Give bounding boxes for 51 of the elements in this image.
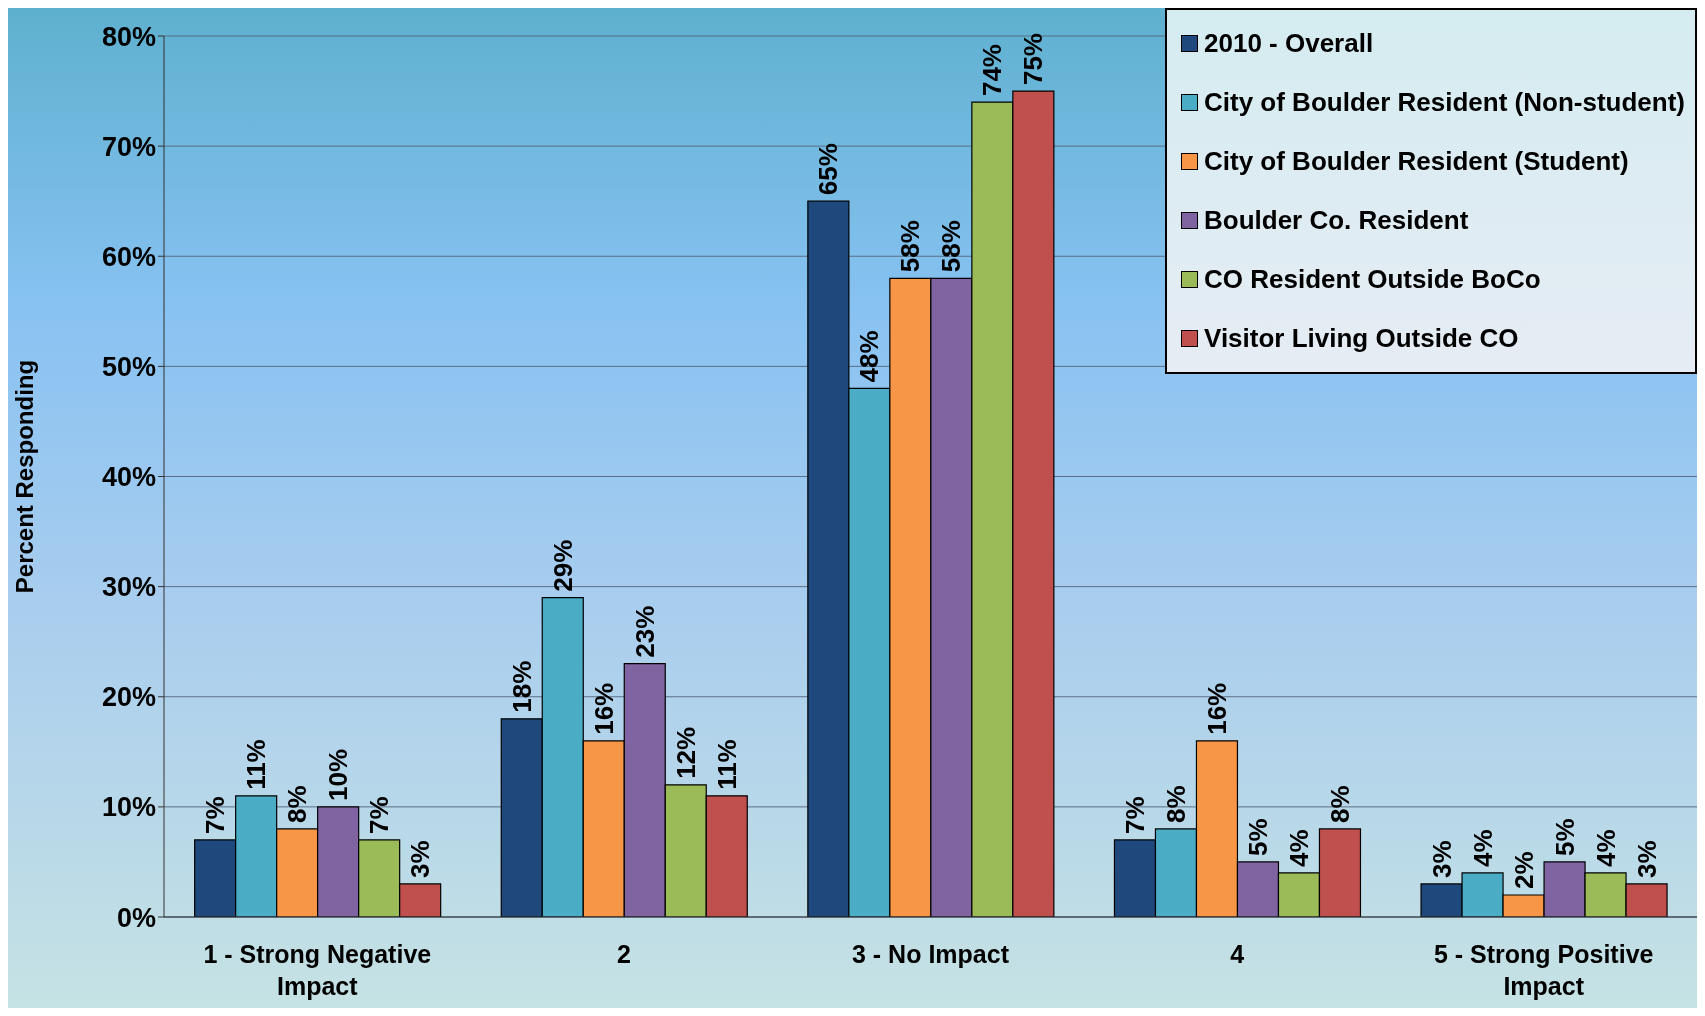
data-label: 8% xyxy=(1160,785,1191,823)
data-label: 12% xyxy=(670,726,701,779)
y-tick-label: 40% xyxy=(101,462,156,493)
data-label: 16% xyxy=(588,682,619,735)
data-label: 7% xyxy=(364,796,395,834)
data-label: 58% xyxy=(895,220,926,273)
x-tick-label: 4 xyxy=(1230,940,1245,968)
data-label: 8% xyxy=(282,785,313,823)
legend-label: City of Boulder Resident (Student) xyxy=(1204,146,1629,177)
data-label: 58% xyxy=(936,220,967,273)
legend-label: City of Boulder Resident (Non-student) xyxy=(1204,87,1685,118)
y-tick-label: 0% xyxy=(116,902,156,933)
y-tick-label: 10% xyxy=(101,792,156,823)
legend-label: CO Resident Outside BoCo xyxy=(1204,264,1541,295)
data-label: 3% xyxy=(1631,840,1662,878)
y-tick-label: 80% xyxy=(101,21,156,52)
data-label: 10% xyxy=(323,748,354,801)
data-label: 7% xyxy=(200,796,231,834)
data-label: 2% xyxy=(1508,851,1539,889)
y-tick-label: 60% xyxy=(101,241,156,272)
x-tick-label: 3 - No Impact xyxy=(852,940,1010,968)
data-label: 3% xyxy=(1426,840,1457,878)
y-tick-label: 70% xyxy=(101,131,156,162)
x-tick-label: 5 - Strong Positive Impact xyxy=(1433,940,1654,1000)
x-tick-label: 1 - Strong Negative Impact xyxy=(203,940,432,1000)
data-label: 5% xyxy=(1242,818,1273,856)
data-label: 8% xyxy=(1324,785,1355,823)
y-axis-title: Percent Responding xyxy=(10,359,38,594)
data-label: 11% xyxy=(711,739,742,790)
data-label: 18% xyxy=(506,660,537,713)
legend-label: 2010 - Overall xyxy=(1204,28,1374,59)
data-label: 23% xyxy=(629,605,660,658)
data-label: 4% xyxy=(1590,829,1621,867)
data-label: 16% xyxy=(1201,682,1232,735)
x-tick-label: 2 xyxy=(616,940,631,968)
data-label: 48% xyxy=(854,330,885,383)
data-label: 11% xyxy=(241,739,272,790)
legend-label: Visitor Living Outside CO xyxy=(1204,323,1519,354)
data-label: 7% xyxy=(1119,796,1150,834)
data-label: 65% xyxy=(813,143,844,196)
y-tick-label: 30% xyxy=(101,572,156,603)
data-label: 4% xyxy=(1467,829,1498,867)
data-label: 74% xyxy=(977,44,1008,97)
data-label: 3% xyxy=(405,840,436,878)
data-label: 29% xyxy=(547,539,578,592)
data-label: 4% xyxy=(1283,829,1314,867)
y-tick-label: 20% xyxy=(101,682,156,713)
data-label: 5% xyxy=(1549,818,1580,856)
legend-label: Boulder Co. Resident xyxy=(1204,205,1469,236)
y-tick-label: 50% xyxy=(101,351,156,382)
data-label: 75% xyxy=(1018,33,1049,86)
